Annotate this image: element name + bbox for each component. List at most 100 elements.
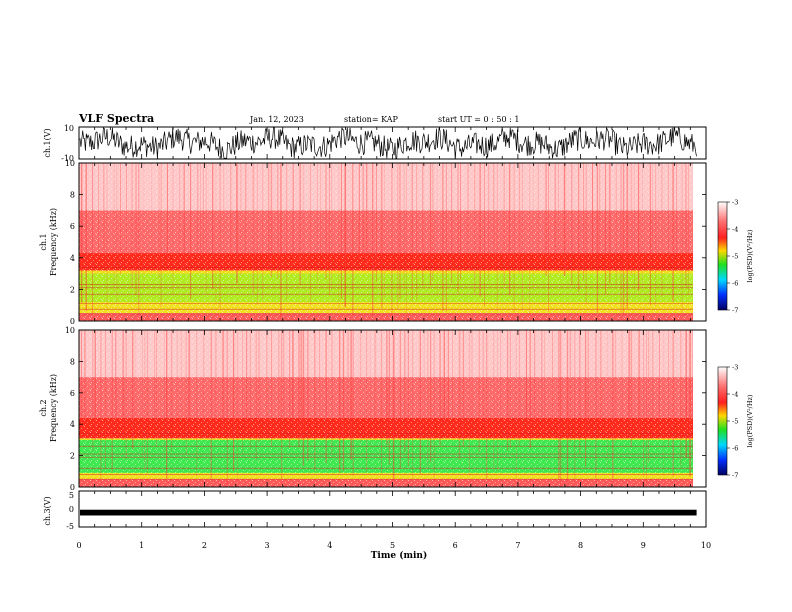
spectrogram-streak — [91, 163, 94, 314]
spectrogram-streak — [630, 330, 632, 447]
spectrogram-streak — [350, 330, 352, 460]
spectrogram-streak — [81, 330, 82, 425]
y-tick-label: 6 — [70, 222, 75, 231]
spectrogram-streak — [309, 163, 312, 306]
ch1-colorbar: -3 -4 -5 -6 -7 log(PSD)(V²/Hz) — [717, 199, 754, 315]
spectrogram-streak — [696, 330, 697, 468]
spectrogram-streak — [445, 163, 447, 312]
ch1-ytick-top: 10 — [64, 124, 74, 133]
spectrogram-streak — [281, 330, 283, 481]
spectrogram-streak — [319, 330, 320, 426]
spectrogram-streak — [689, 330, 691, 477]
ch3-ytick-top: 5 — [69, 491, 74, 500]
spectrogram-streak — [634, 163, 635, 292]
x-tick-label: 1 — [139, 541, 144, 550]
spectrogram-streak — [468, 330, 470, 476]
spectrogram-streak — [381, 330, 382, 473]
spectrogram-streak — [509, 163, 511, 295]
spectrogram-streak — [529, 163, 530, 317]
spectrogram-streak — [544, 330, 546, 433]
colorbar-tick-label: -3 — [732, 199, 738, 207]
spectrogram-streak — [467, 163, 469, 271]
spectrogram-streak — [507, 330, 509, 451]
ch1-waveform-panel: 10 -10 ch.1(V) — [43, 124, 707, 163]
ch1-waveform-line — [79, 126, 697, 159]
spectrogram-streak — [302, 330, 305, 466]
spectrogram-streak — [331, 163, 332, 290]
x-axis-tick-labels: 0 1 2 3 4 5 6 7 8 9 10 — [76, 541, 711, 550]
colorbar-tick-label: -6 — [732, 280, 738, 288]
spectrogram-streak — [443, 330, 445, 425]
colorbar-label: log(PSD)(V²/Hz) — [746, 229, 754, 282]
spectrogram-streak — [320, 163, 321, 269]
spectrogram-streak — [92, 330, 94, 452]
spectrogram-streak — [652, 163, 653, 262]
x-tick-label: 8 — [578, 541, 583, 550]
y-tick-label: 10 — [65, 326, 75, 335]
y-tick-label: 2 — [70, 285, 75, 294]
ch2-spectrogram-panel: 0 2 4 6 8 10 ch.2 Frequency (kHz) — [39, 326, 707, 492]
spectrogram-streak — [122, 330, 124, 440]
spectrogram-streak — [622, 163, 625, 315]
spectrogram-streak — [226, 330, 229, 487]
colorbar-tick-label: -7 — [732, 307, 738, 315]
spectrogram-streak — [563, 163, 566, 276]
x-tick-label: 6 — [453, 541, 458, 550]
spectrogram-streak — [100, 330, 102, 484]
spectrogram-streak — [496, 163, 498, 312]
colorbar-tick-label: -4 — [732, 391, 738, 399]
spectrogram-streak — [685, 163, 687, 288]
spectrogram-streak — [626, 163, 628, 309]
spectrogram-streak — [115, 330, 117, 427]
spectrogram-streak — [493, 330, 495, 471]
spectrogram-streak — [144, 330, 146, 470]
colorbar-tick-label: -5 — [732, 418, 738, 426]
ch2-spec-ylabel-line1: ch.2 — [39, 399, 48, 416]
spectrogram-streak — [405, 163, 407, 320]
spectrogram-streak — [219, 163, 221, 309]
colorbar-tick-label: -6 — [732, 445, 738, 453]
spectrogram-streak — [599, 163, 601, 271]
spectrogram-streak — [81, 163, 83, 304]
spectrogram-texture — [79, 330, 693, 487]
spectrogram-streak — [638, 330, 640, 433]
spectrogram-streak — [252, 163, 255, 294]
spectrogram-streak — [242, 330, 244, 454]
spectrogram-streak — [691, 330, 693, 456]
spectrogram-streak — [583, 163, 584, 281]
spectrogram-streak — [429, 163, 432, 286]
spectrogram-streak — [571, 163, 573, 286]
spectrogram-streak — [126, 163, 127, 269]
y-tick-label: 8 — [70, 357, 75, 366]
spectrogram-streak — [560, 330, 562, 487]
spectrogram-texture — [79, 163, 693, 321]
spectrogram-streak — [609, 163, 611, 283]
spectrogram-streak — [230, 163, 232, 271]
spectrogram-streak — [432, 163, 434, 282]
spectrogram-streak — [179, 163, 181, 267]
spectrogram-streak — [203, 163, 204, 258]
spectrogram-streak — [404, 330, 406, 453]
spectrogram-streak — [158, 163, 160, 279]
spectrogram-streak — [457, 163, 459, 293]
spectrogram-streak — [519, 330, 520, 447]
spectrogram-streak — [314, 330, 316, 472]
spectrogram-streak — [685, 330, 687, 458]
ch3-ylabel: ch.3(V) — [43, 496, 52, 525]
spectrogram-streak — [558, 330, 560, 481]
x-tick-label: 7 — [515, 541, 520, 550]
spectrogram-streak — [513, 163, 515, 312]
spectrogram-streak — [270, 163, 273, 277]
spectrogram-streak — [183, 163, 185, 270]
spectrogram-streak — [167, 163, 168, 265]
spectrogram-streak — [278, 330, 280, 437]
spectrogram-streak — [347, 330, 349, 438]
spectrogram-streak — [132, 330, 134, 449]
spectrogram-streak — [223, 163, 224, 260]
spectrogram-streak — [255, 330, 257, 461]
spectrogram-streak — [203, 330, 205, 427]
spectrogram-streak — [103, 163, 105, 261]
spectrogram-streak — [497, 330, 499, 472]
spectrogram-streak — [222, 330, 224, 430]
